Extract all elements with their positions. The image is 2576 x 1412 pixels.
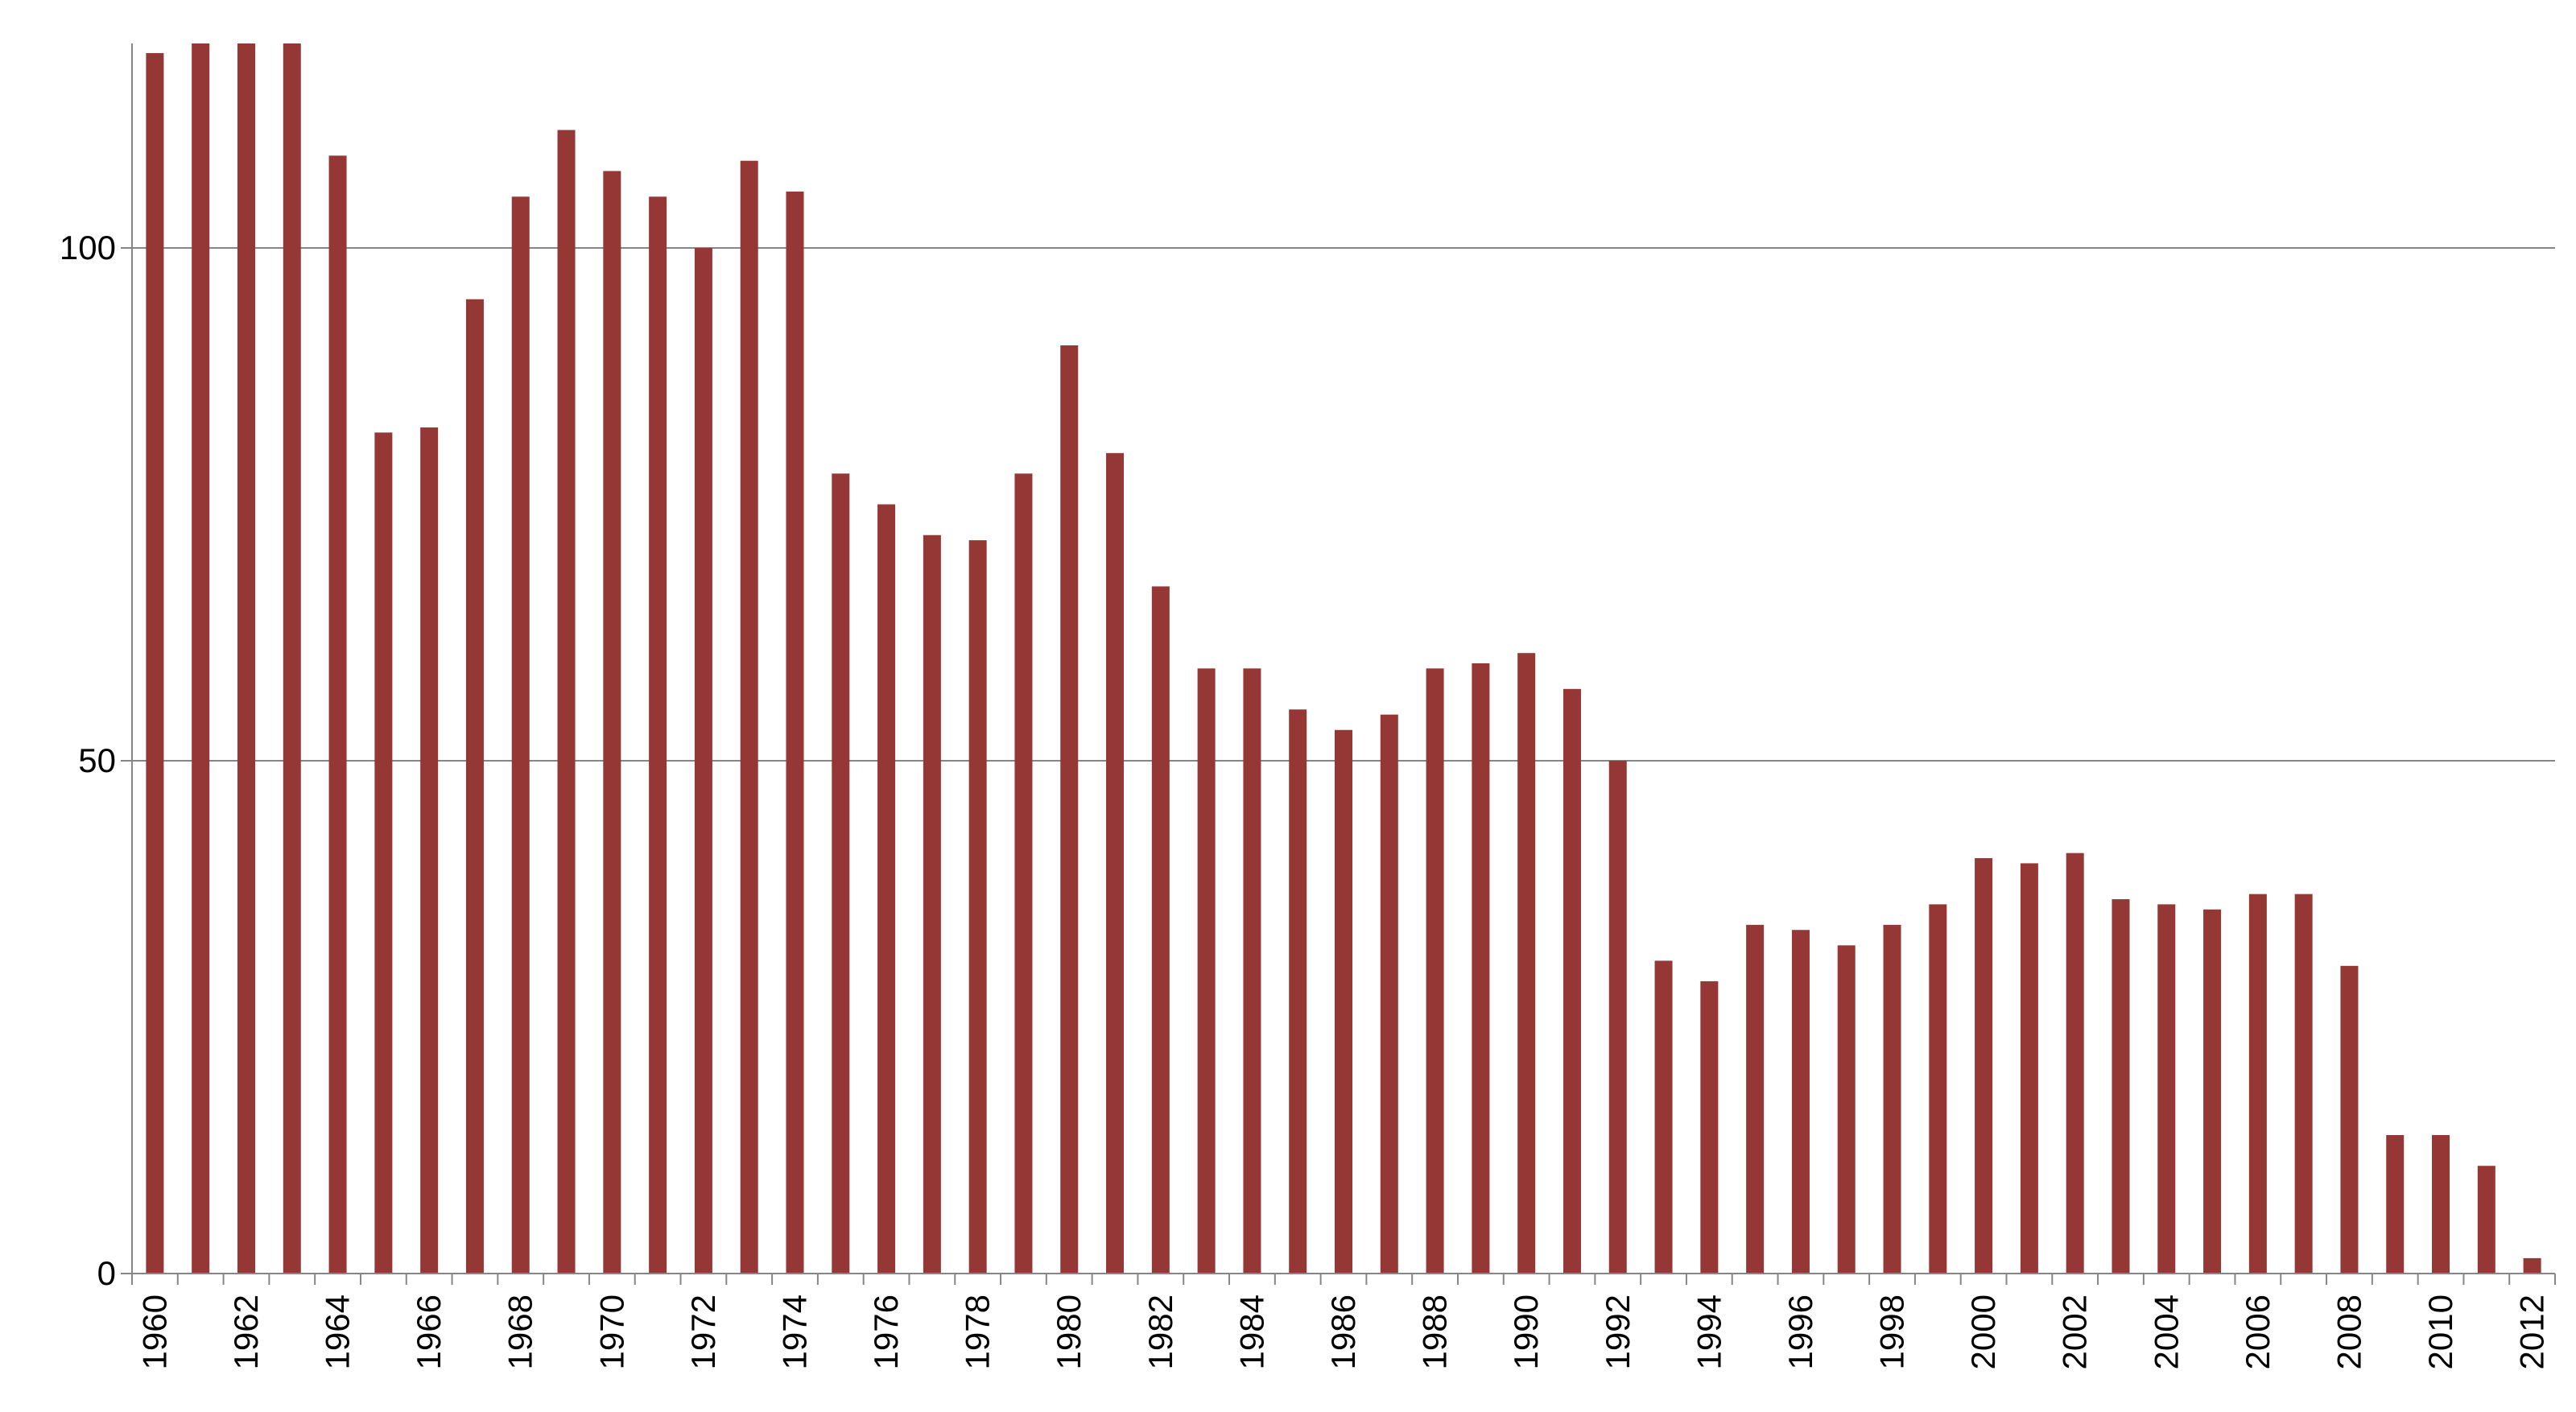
- bars: [146, 43, 2541, 1274]
- x-tick-label: 2002: [2056, 1294, 2094, 1369]
- y-tick-label: 0: [97, 1254, 116, 1292]
- bar-1965: [374, 432, 393, 1274]
- bar-2003: [2112, 898, 2130, 1274]
- bar-1972: [694, 248, 712, 1274]
- bar-1967: [465, 299, 484, 1274]
- bar-1998: [1883, 924, 1901, 1274]
- axes: [121, 43, 2556, 1285]
- x-tick-label: 1974: [775, 1294, 813, 1369]
- x-tick-label: 1978: [959, 1294, 997, 1369]
- x-tick-label: 1986: [1324, 1294, 1362, 1369]
- bar-1975: [832, 473, 850, 1274]
- x-tick-label: 2008: [2330, 1294, 2368, 1369]
- x-tick-label: 1960: [135, 1294, 173, 1369]
- bar-1963: [283, 43, 301, 1274]
- bar-2004: [2157, 904, 2176, 1274]
- bar-1960: [146, 52, 164, 1274]
- x-tick-label: 1994: [1690, 1294, 1728, 1369]
- x-tick-label: 1984: [1232, 1294, 1270, 1369]
- bar-2000: [1975, 858, 1993, 1274]
- x-tick-label: 1988: [1416, 1294, 1454, 1369]
- x-tick-label: 1980: [1050, 1294, 1088, 1369]
- bar-1995: [1746, 924, 1765, 1274]
- bar-1976: [877, 504, 896, 1274]
- x-tick-label: 1996: [1781, 1294, 1819, 1369]
- x-tick-labels: 1960 1962 1964 1966 1968 1970 1972 1974 1976 1978…: [135, 1294, 2550, 1369]
- bar-1981: [1106, 452, 1125, 1274]
- bar-1983: [1197, 668, 1216, 1274]
- bar-1962: [237, 43, 255, 1274]
- gridlines: [132, 247, 2555, 762]
- bar-2005: [2203, 909, 2222, 1274]
- x-tick-label: 2004: [2147, 1294, 2185, 1369]
- bar-1980: [1060, 345, 1079, 1274]
- bar-1991: [1563, 688, 1581, 1274]
- x-tick-label: 1982: [1141, 1294, 1179, 1369]
- y-tick-label: 50: [78, 741, 116, 779]
- x-tick-label: 1972: [684, 1294, 722, 1369]
- y-tick-labels: 0 50 100: [60, 229, 116, 1292]
- bar-1994: [1700, 981, 1719, 1274]
- x-tick-label: 1998: [1873, 1294, 1911, 1369]
- bar-2012: [2523, 1257, 2541, 1274]
- bar-1986: [1335, 729, 1352, 1274]
- bar-1982: [1151, 586, 1170, 1274]
- bar-1999: [1929, 904, 1947, 1274]
- bar-2009: [2386, 1135, 2405, 1274]
- bar-2011: [2477, 1166, 2496, 1274]
- bar-1987: [1380, 714, 1398, 1274]
- bar-1961: [192, 43, 210, 1274]
- bar-1988: [1426, 668, 1444, 1274]
- x-tick-label: 1964: [319, 1294, 357, 1369]
- bar-1985: [1289, 709, 1307, 1274]
- x-tick-label: 1992: [1599, 1294, 1637, 1369]
- bar-1968: [511, 196, 530, 1274]
- x-tick-label: 1976: [867, 1294, 905, 1369]
- bar-1996: [1791, 930, 1810, 1274]
- bar-1990: [1517, 653, 1536, 1274]
- y-tick-label: 100: [60, 229, 116, 266]
- bar-1977: [923, 535, 941, 1274]
- bar-1970: [603, 171, 621, 1274]
- bar-1966: [420, 427, 439, 1274]
- bar-1971: [649, 196, 667, 1274]
- bar-1978: [968, 540, 987, 1274]
- bar-2001: [2020, 863, 2038, 1274]
- x-tick-label: 2012: [2513, 1294, 2551, 1369]
- x-tick-label: 2010: [2421, 1294, 2459, 1369]
- bar-2006: [2248, 894, 2267, 1274]
- bar-2002: [2066, 853, 2084, 1274]
- bar-2007: [2294, 894, 2313, 1274]
- bar-2008: [2340, 965, 2359, 1274]
- bar-2010: [2432, 1135, 2450, 1274]
- bar-1973: [740, 160, 758, 1274]
- bar-1974: [786, 191, 804, 1274]
- x-tick-label: 1990: [1507, 1294, 1545, 1369]
- x-tick-label: 2000: [1964, 1294, 2002, 1369]
- bar-1989: [1472, 663, 1490, 1274]
- x-tick-label: 1966: [410, 1294, 448, 1369]
- bar-1964: [328, 155, 347, 1274]
- x-tick-label: 1970: [592, 1294, 630, 1369]
- x-tick-label: 2006: [2239, 1294, 2277, 1369]
- bar-1979: [1014, 473, 1033, 1274]
- bar-1984: [1243, 668, 1261, 1274]
- bar-1997: [1837, 945, 1856, 1274]
- bar-1993: [1654, 960, 1673, 1274]
- bar-1969: [557, 130, 576, 1274]
- bar-1992: [1608, 761, 1627, 1274]
- x-tick-label: 1968: [502, 1294, 539, 1369]
- x-tick-label: 1962: [227, 1294, 265, 1369]
